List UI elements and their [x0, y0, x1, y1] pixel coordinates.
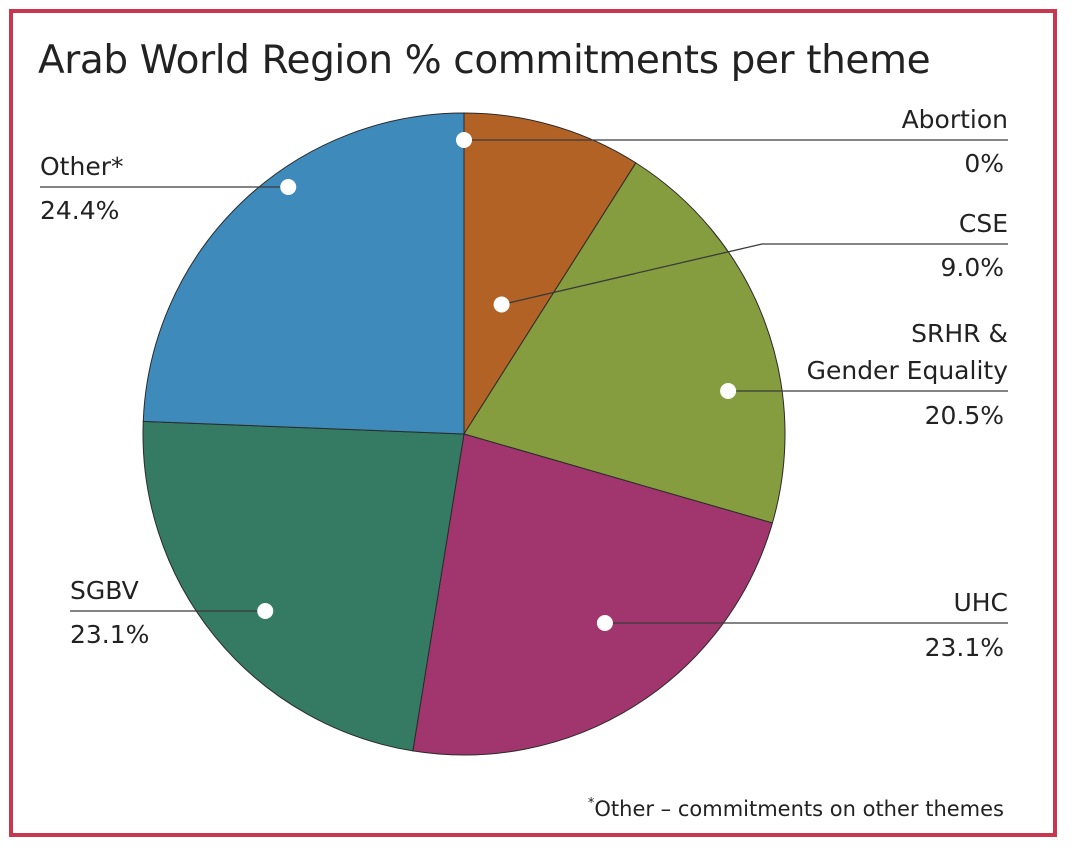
- slice-value-abortion: 0%: [964, 149, 1004, 178]
- slice-value-sgbv: 23.1%: [70, 620, 149, 649]
- leader-dot-uhc: [596, 615, 613, 631]
- leader-line-cse: [501, 243, 1008, 306]
- leader-dot-abortion: [456, 132, 472, 148]
- slice-value-cse: 9.0%: [940, 253, 1004, 282]
- label-leaders: [40, 132, 1008, 631]
- slice-label-cse: CSE: [959, 209, 1008, 238]
- slice-label-sgbv: SGBV: [70, 576, 139, 605]
- footnote: *Other – commitments on other themes: [588, 796, 1004, 821]
- slice-label-other: Other*: [40, 152, 123, 181]
- slice-srhr-gender-equality: [463, 162, 786, 524]
- pie-slices: [142, 112, 786, 756]
- slice-value-srhr-gender-equality: 20.5%: [925, 401, 1004, 430]
- slice-label-srhr-gender-equality: SRHR & Gender Equality: [807, 319, 1009, 385]
- slice-label-line-srhr-gender-equality: SRHR &: [911, 319, 1008, 348]
- slice-label-uhc: UHC: [953, 588, 1008, 617]
- leader-dot-other: [280, 179, 297, 195]
- slice-labels: Abortion 0% CSE 9.0% SRHR & Gender Equality 20…: [40, 105, 1008, 662]
- slice-cse: [463, 112, 637, 436]
- leader-dot-cse: [493, 296, 510, 313]
- slice-uhc: [412, 433, 774, 756]
- slice-sgbv: [142, 420, 465, 752]
- slice-label-abortion: Abortion: [902, 105, 1008, 134]
- leader-dot-srhr-gender-equality: [720, 383, 737, 399]
- slice-value-other: 24.4%: [40, 196, 119, 225]
- footnote-marker: *: [587, 796, 595, 811]
- slice-label-line-srhr-gender-equality: Gender Equality: [807, 356, 1009, 385]
- chart-title: Arab World Region % commitments per them…: [38, 38, 931, 83]
- slice-value-uhc: 23.1%: [925, 633, 1004, 662]
- footnote-text: Other – commitments on other themes: [594, 797, 1004, 821]
- slice-other: [142, 112, 465, 435]
- leader-dot-sgbv: [257, 603, 274, 619]
